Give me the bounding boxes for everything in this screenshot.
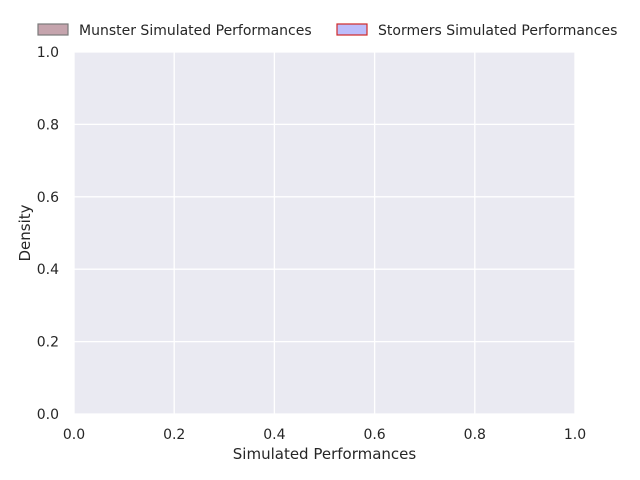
x-tick-label: 0.2 [163,427,185,443]
x-tick-label: 0.4 [263,427,285,443]
legend: Munster Simulated Performances Stormers S… [37,23,617,39]
legend-label: Munster Simulated Performances [79,23,312,39]
x-axis-label: Simulated Performances [233,445,417,463]
x-tick-label: 0.6 [363,427,385,443]
legend-swatch [37,23,69,36]
plot-area [74,52,575,414]
y-axis: 0.0 0.2 0.4 0.6 0.8 1.0 [37,45,59,423]
y-axis-label: Density [16,204,34,261]
x-axis: 0.0 0.2 0.4 0.6 0.8 1.0 [63,427,586,443]
x-tick-label: 0.0 [63,427,85,443]
grid [73,51,576,415]
x-tick-label: 1.0 [564,427,586,443]
x-tick-label: 0.8 [464,427,486,443]
y-tick-label: 0.8 [37,117,59,133]
y-tick-label: 1.0 [37,45,59,61]
y-tick-label: 0.4 [37,262,59,278]
y-tick-label: 0.2 [37,335,59,351]
y-tick-label: 0.6 [37,190,59,206]
y-tick-label: 0.0 [37,407,59,423]
legend-label: Stormers Simulated Performances [378,23,617,39]
legend-swatch [336,23,368,36]
